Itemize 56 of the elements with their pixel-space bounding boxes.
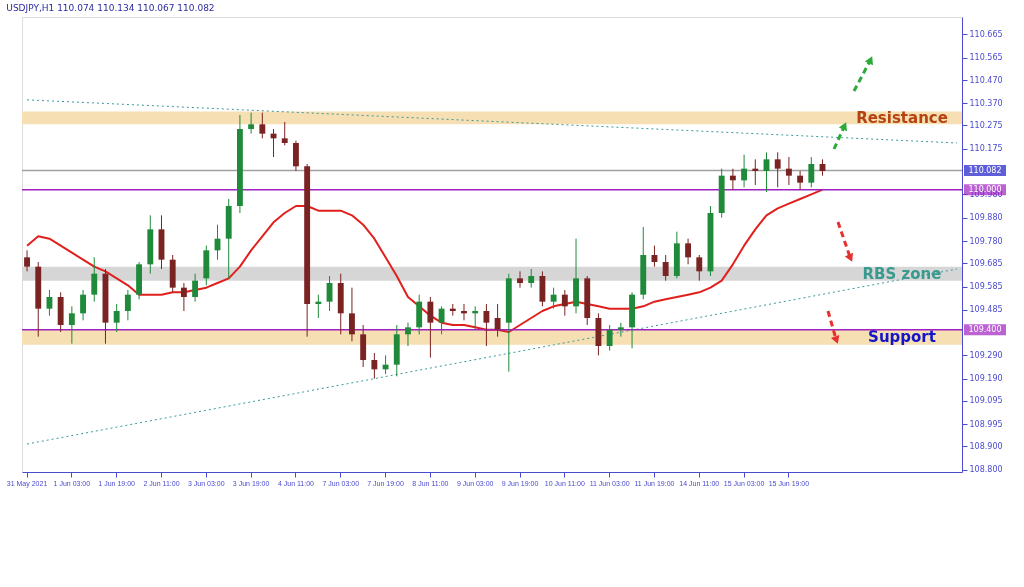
band-label: RBS zone bbox=[862, 264, 942, 283]
candlestick bbox=[494, 303, 501, 338]
y-tick-label: 108.995 bbox=[969, 419, 1003, 429]
candlestick bbox=[785, 156, 792, 186]
candlestick bbox=[774, 151, 781, 188]
y-tick-label: 109.290 bbox=[969, 350, 1003, 360]
candlestick bbox=[438, 305, 445, 335]
y-tick-label: 109.485 bbox=[969, 305, 1003, 315]
candlestick bbox=[248, 112, 255, 135]
candlestick bbox=[24, 249, 30, 272]
y-tick-label: 109.585 bbox=[969, 282, 1003, 291]
candlestick bbox=[550, 287, 557, 310]
y-tick-label: 110.370 bbox=[969, 98, 1003, 108]
candlestick bbox=[405, 322, 411, 347]
candlestick bbox=[180, 282, 187, 312]
candlestick bbox=[606, 324, 613, 352]
candlestick bbox=[192, 273, 199, 303]
y-tick-label: 109.095 bbox=[969, 396, 1003, 406]
y-tick-label: 110.175 bbox=[969, 144, 1003, 154]
candlestick bbox=[80, 289, 86, 321]
y-tick-label: 110.665 bbox=[969, 30, 1003, 39]
line-series bbox=[26, 188, 824, 333]
y-tick-label: 110.470 bbox=[969, 75, 1003, 85]
candlestick bbox=[685, 238, 692, 265]
y-tick-label: 108.800 bbox=[969, 465, 1003, 475]
y-tick-label: 109.880 bbox=[969, 213, 1003, 223]
candlestick bbox=[371, 352, 378, 380]
candlestick bbox=[68, 305, 75, 345]
candlestick bbox=[517, 270, 523, 289]
candlestick bbox=[561, 289, 568, 317]
candlestick bbox=[741, 154, 748, 188]
y-tick-label: 110.275 bbox=[969, 121, 1003, 130]
band-label: Resistance bbox=[856, 108, 948, 127]
y-tick-label: 109.190 bbox=[969, 374, 1003, 384]
y-tick-label: 110.565 bbox=[969, 53, 1003, 63]
candlestick bbox=[292, 140, 299, 172]
candlestick bbox=[281, 121, 288, 146]
candlestick bbox=[808, 156, 815, 188]
chart-title: USDJPY,H1 110.074 110.134 110.067 110.082 bbox=[6, 3, 215, 13]
candlestick bbox=[662, 254, 669, 282]
candlestick bbox=[124, 289, 131, 321]
ref-line-label: 110.082 bbox=[968, 165, 1002, 175]
candlestick bbox=[696, 254, 703, 282]
candlestick bbox=[427, 296, 434, 359]
candlestick bbox=[91, 256, 98, 303]
candlestick bbox=[483, 303, 490, 347]
candlestick bbox=[349, 287, 355, 342]
ref-line-label: 109.400 bbox=[968, 324, 1002, 334]
y-tick-label: 109.685 bbox=[969, 258, 1003, 268]
y-tick-label: 108.900 bbox=[969, 441, 1003, 451]
candlestick bbox=[528, 268, 535, 289]
band-label: Support bbox=[868, 328, 936, 347]
candlestick bbox=[797, 170, 804, 191]
candlestick bbox=[113, 303, 120, 333]
candlestick bbox=[259, 112, 266, 139]
y-tick-label: 109.780 bbox=[969, 236, 1003, 246]
